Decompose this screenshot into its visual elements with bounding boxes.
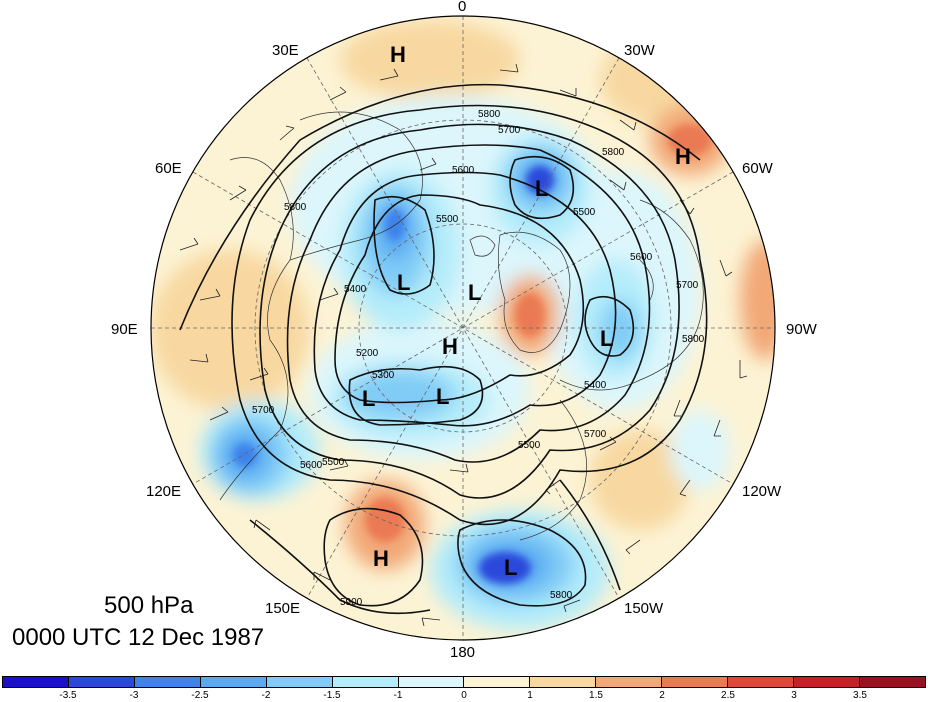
colorbar-tick-label: -1.5	[323, 690, 341, 701]
valid-time-title: 0000 UTC 12 Dec 1987	[12, 624, 265, 651]
low-center-marker: L	[535, 176, 548, 201]
high-center-marker: H	[390, 42, 406, 67]
contour-label: 5900	[340, 597, 363, 608]
colorbar-tick-label: 2	[659, 690, 665, 701]
colorbar-swatch	[68, 677, 135, 687]
colorbar-swatch	[728, 677, 795, 687]
colorbar-swatch	[596, 677, 663, 687]
colorbar-swatch	[332, 677, 399, 687]
lon-label-90w: 90W	[786, 321, 817, 338]
wind-barbs	[179, 63, 748, 627]
colorbar-swatch	[662, 677, 729, 687]
colorbar	[2, 676, 926, 688]
colorbar-tick-label: -2.5	[191, 690, 209, 701]
colorbar-tick-label: 3	[791, 690, 797, 701]
contour-label: 5700	[498, 125, 521, 136]
high-center-marker: H	[675, 144, 691, 169]
colorbar-swatch	[3, 677, 69, 687]
colorbar-tick-label: -2	[261, 690, 271, 701]
colorbar-tick-label: -3	[129, 690, 139, 701]
contour-label: 5400	[584, 380, 607, 391]
colorbar-swatch	[398, 677, 465, 687]
contour-label: 5700	[584, 429, 607, 440]
lon-label-180: 180	[450, 644, 476, 661]
contour-label: 5600	[630, 252, 653, 263]
height-contours	[179, 83, 708, 615]
colorbar-tick-label: 2.5	[721, 690, 735, 701]
graticule	[151, 16, 775, 640]
colorbar-tick-label: 1	[527, 690, 533, 701]
contour-label: 5200	[356, 348, 379, 359]
colorbar-swatch	[266, 677, 333, 687]
pressure-level-title: 500 hPa	[104, 592, 194, 619]
contour-label: 5800	[602, 147, 625, 158]
colorbar-swatch	[530, 677, 597, 687]
anomaly-shading	[151, 20, 775, 630]
contour-label: 5500	[573, 207, 596, 218]
colorbar-swatch	[464, 677, 531, 687]
colorbar-swatch	[794, 677, 860, 687]
lon-label-120w: 120W	[742, 483, 782, 500]
map-boundary	[150, 15, 776, 641]
colorbar-swatch	[200, 677, 267, 687]
low-center-marker: L	[436, 384, 449, 409]
colorbar-tick-label: 3.5	[853, 690, 867, 701]
colorbar-tick-label: -3.5	[59, 690, 77, 701]
lon-label-30e: 30E	[272, 42, 299, 59]
colorbar-tick-label: -1	[393, 690, 403, 701]
contour-label: 5400	[344, 284, 367, 295]
colorbar-tick-label: 0	[461, 690, 467, 701]
colorbar-tick-label: 1.5	[589, 690, 603, 701]
contour-label: 5800	[284, 202, 307, 213]
low-center-marker: L	[600, 326, 613, 351]
contour-label: 5500	[436, 214, 459, 225]
lon-label-150w: 150W	[624, 600, 664, 617]
lon-label-120e: 120E	[146, 483, 182, 500]
contour-label: 5600	[300, 460, 323, 471]
low-center-marker: L	[362, 386, 375, 411]
contour-label: 5700	[676, 280, 699, 291]
contour-label: 5600	[452, 165, 475, 176]
contour-label: 5800	[478, 109, 501, 120]
contour-label: 5500	[518, 440, 541, 451]
contour-label: 5300	[372, 370, 395, 381]
lon-label-30w: 30W	[624, 42, 655, 59]
contour-label: 5800	[550, 590, 573, 601]
lon-label-0: 0	[458, 0, 467, 15]
colorbar-swatch	[859, 677, 925, 687]
lon-label-60e: 60E	[155, 160, 182, 177]
low-center-marker: L	[468, 280, 481, 305]
contour-label: 5500	[322, 457, 345, 468]
lon-label-60w: 60W	[742, 160, 773, 177]
high-center-marker: H	[442, 334, 458, 359]
contour-label-group: 5800 5700 5600 5500 5400 5300 5200 5500 …	[252, 109, 705, 608]
lon-label-150e: 150E	[265, 600, 301, 617]
pressure-centers: H H L L L L H L L H L	[362, 42, 691, 580]
contour-label: 5700	[252, 405, 275, 416]
high-center-marker: H	[373, 546, 389, 571]
colorbar-swatch	[134, 677, 201, 687]
low-center-marker: L	[504, 555, 517, 580]
polar-stereographic-map: 5800 5700 5600 5500 5400 5300 5200 5500 …	[150, 15, 776, 641]
contour-label: 5800	[682, 334, 705, 345]
low-center-marker: L	[397, 270, 410, 295]
lon-label-90e: 90E	[111, 321, 138, 338]
